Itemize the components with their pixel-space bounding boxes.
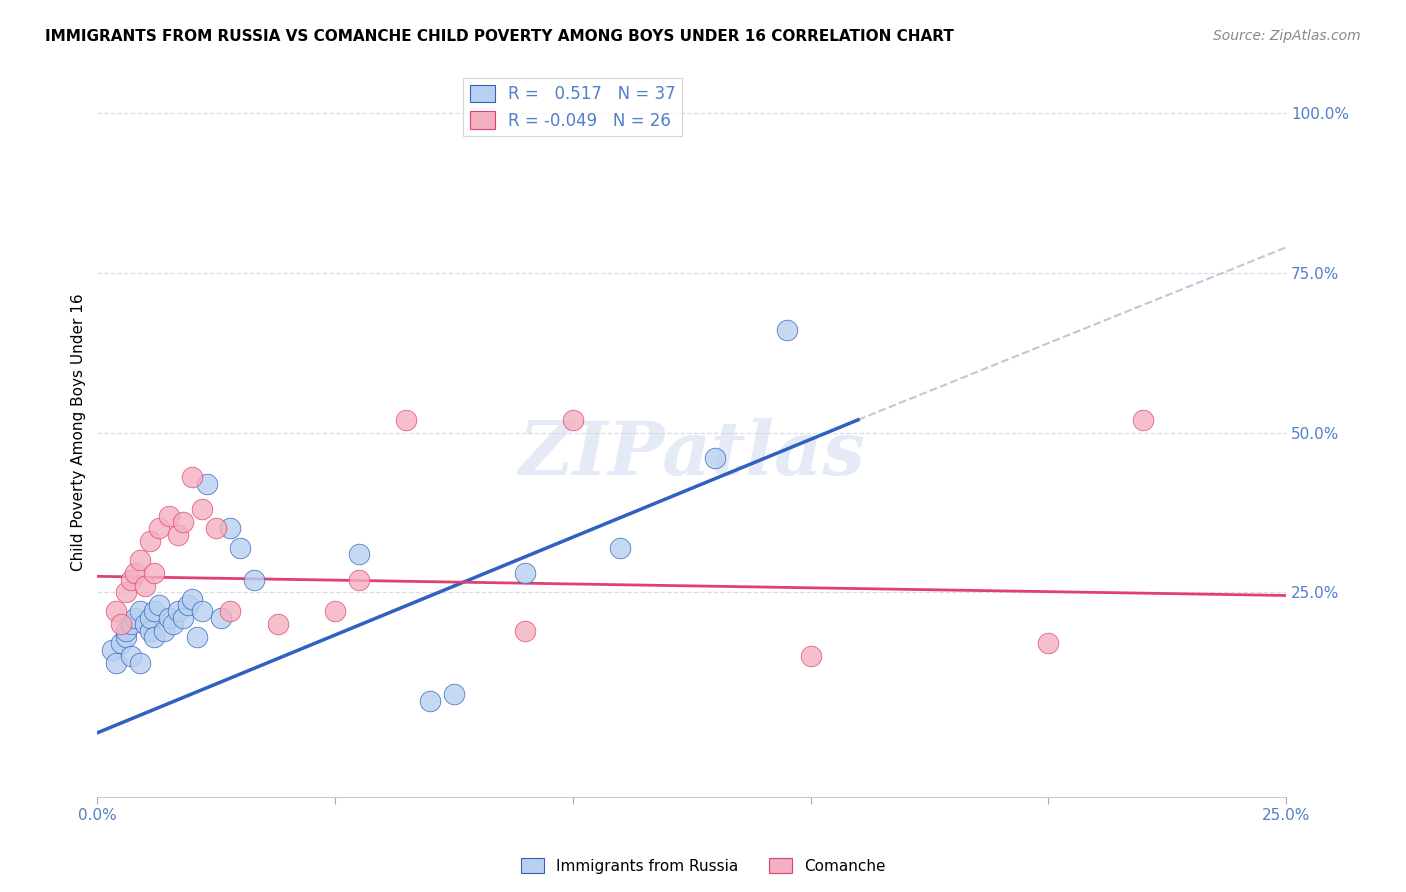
Point bbox=[181, 591, 204, 606]
Text: Source: ZipAtlas.com: Source: ZipAtlas.com bbox=[1213, 29, 1361, 43]
Point bbox=[167, 604, 190, 618]
Point bbox=[195, 476, 218, 491]
Point bbox=[172, 515, 194, 529]
Point bbox=[515, 624, 537, 638]
Point bbox=[138, 611, 160, 625]
Point bbox=[205, 521, 228, 535]
Point bbox=[167, 528, 190, 542]
Point bbox=[110, 617, 132, 632]
Point bbox=[138, 624, 160, 638]
Point bbox=[105, 604, 128, 618]
Y-axis label: Child Poverty Among Boys Under 16: Child Poverty Among Boys Under 16 bbox=[72, 293, 86, 572]
Point bbox=[110, 636, 132, 650]
Point bbox=[143, 630, 166, 644]
Point bbox=[219, 604, 242, 618]
Point bbox=[115, 630, 138, 644]
Point bbox=[243, 573, 266, 587]
Point bbox=[181, 470, 204, 484]
Point bbox=[1132, 413, 1154, 427]
Point bbox=[219, 521, 242, 535]
Point bbox=[120, 649, 142, 664]
Point bbox=[443, 688, 465, 702]
Text: IMMIGRANTS FROM RUSSIA VS COMANCHE CHILD POVERTY AMONG BOYS UNDER 16 CORRELATION: IMMIGRANTS FROM RUSSIA VS COMANCHE CHILD… bbox=[45, 29, 953, 44]
Point bbox=[176, 598, 198, 612]
Legend: R =   0.517   N = 37, R = -0.049   N = 26: R = 0.517 N = 37, R = -0.049 N = 26 bbox=[463, 78, 682, 136]
Point bbox=[138, 534, 160, 549]
Text: ZIPatlas: ZIPatlas bbox=[519, 418, 865, 491]
Point bbox=[515, 566, 537, 581]
Point bbox=[799, 649, 821, 664]
Point bbox=[100, 642, 122, 657]
Point bbox=[143, 604, 166, 618]
Point bbox=[229, 541, 252, 555]
Point bbox=[134, 579, 156, 593]
Point bbox=[120, 573, 142, 587]
Point bbox=[148, 598, 170, 612]
Point bbox=[561, 413, 583, 427]
Legend: Immigrants from Russia, Comanche: Immigrants from Russia, Comanche bbox=[515, 852, 891, 880]
Point bbox=[323, 604, 346, 618]
Point bbox=[704, 451, 727, 466]
Point bbox=[395, 413, 418, 427]
Point bbox=[186, 630, 208, 644]
Point bbox=[776, 323, 799, 337]
Point bbox=[143, 566, 166, 581]
Point bbox=[148, 521, 170, 535]
Point bbox=[124, 611, 146, 625]
Point bbox=[419, 694, 441, 708]
Point bbox=[1038, 636, 1060, 650]
Point bbox=[129, 553, 152, 567]
Point bbox=[157, 611, 180, 625]
Point bbox=[129, 604, 152, 618]
Point bbox=[115, 585, 138, 599]
Point bbox=[157, 508, 180, 523]
Point bbox=[347, 573, 370, 587]
Point bbox=[209, 611, 232, 625]
Point bbox=[347, 547, 370, 561]
Point bbox=[134, 617, 156, 632]
Point bbox=[115, 624, 138, 638]
Point bbox=[172, 611, 194, 625]
Point bbox=[191, 502, 214, 516]
Point bbox=[120, 617, 142, 632]
Point bbox=[609, 541, 631, 555]
Point bbox=[124, 566, 146, 581]
Point bbox=[162, 617, 184, 632]
Point bbox=[191, 604, 214, 618]
Point bbox=[153, 624, 176, 638]
Point bbox=[105, 656, 128, 670]
Point bbox=[267, 617, 290, 632]
Point bbox=[129, 656, 152, 670]
